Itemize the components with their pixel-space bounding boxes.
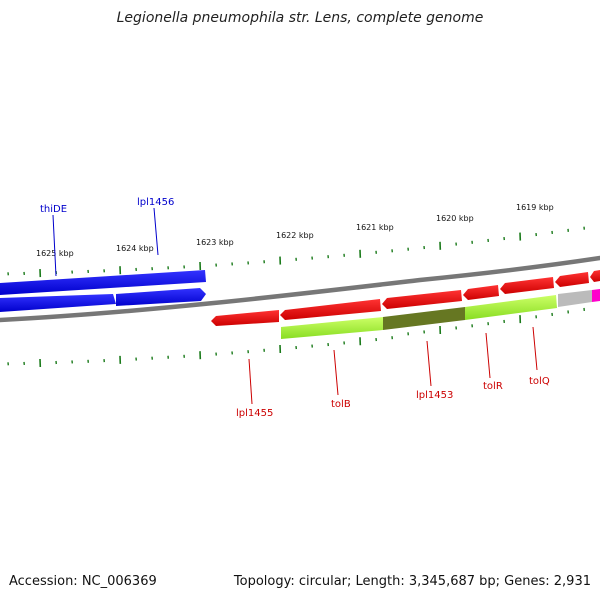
scale-label-1624: 1624 kbp xyxy=(116,244,154,253)
gene-label-lpl1456[interactable]: lpl1456 xyxy=(137,197,174,208)
inner-scale-ticks xyxy=(7,307,585,368)
scale-label-1622: 1622 kbp xyxy=(276,231,314,240)
leader-tolB xyxy=(333,349,339,396)
gene-arrow-lpl1453[interactable] xyxy=(382,290,462,309)
genome-backbone xyxy=(0,255,600,323)
gene-arrow-red-7[interactable] xyxy=(590,270,600,282)
forward-strand-genes xyxy=(0,270,206,312)
gene-label-lpl1455[interactable]: lpl1455 xyxy=(236,408,273,419)
gene-arrow-tolQ[interactable] xyxy=(500,277,554,294)
leader-lpl1456 xyxy=(153,207,159,256)
leader-tolQ xyxy=(532,326,538,371)
feature-segment-dark[interactable] xyxy=(383,307,465,330)
reverse-strand-genes xyxy=(211,270,600,326)
gene-arrow-red-6[interactable] xyxy=(555,272,589,287)
gene-arrow-lpl1455[interactable] xyxy=(211,310,279,326)
leader-thiDE xyxy=(52,214,57,277)
leader-tolR xyxy=(485,332,491,379)
gene-label-tolQ[interactable]: tolQ xyxy=(529,376,550,387)
genome-summary: Topology: circular; Length: 3,345,687 bp… xyxy=(233,574,591,589)
gene-arrow-lpl1456[interactable] xyxy=(116,288,206,306)
feature-segment-1[interactable] xyxy=(281,317,383,339)
gene-arrow-thiDE[interactable] xyxy=(0,270,206,295)
label-leaders xyxy=(52,207,538,405)
scale-label-1621: 1621 kbp xyxy=(356,223,394,232)
gene-arrow-tolB[interactable] xyxy=(280,299,381,320)
feature-track xyxy=(281,289,600,339)
gene-label-thiDE[interactable]: thiDE xyxy=(40,204,67,215)
map-title: Legionella pneumophila str. Lens, comple… xyxy=(116,10,484,26)
accession-label: Accession: NC_006369 xyxy=(9,574,157,589)
gene-arrow-tolR[interactable] xyxy=(463,285,499,300)
scale-label-1623: 1623 kbp xyxy=(196,238,234,247)
gene-label-tolR[interactable]: tolR xyxy=(483,381,503,392)
feature-segment-2[interactable] xyxy=(465,295,557,320)
feature-segment-misc[interactable] xyxy=(592,289,600,302)
feature-segment-unknown[interactable] xyxy=(558,290,592,307)
gene-label-tolB[interactable]: tolB xyxy=(331,399,351,410)
gene-arrow-blue-2[interactable] xyxy=(0,294,116,312)
scale-label-1620: 1620 kbp xyxy=(436,214,474,223)
gene-label-lpl1453[interactable]: lpl1453 xyxy=(416,390,453,401)
leader-lpl1455 xyxy=(248,358,253,405)
scale-label-1619: 1619 kbp xyxy=(516,203,554,212)
leader-lpl1453 xyxy=(426,340,432,387)
